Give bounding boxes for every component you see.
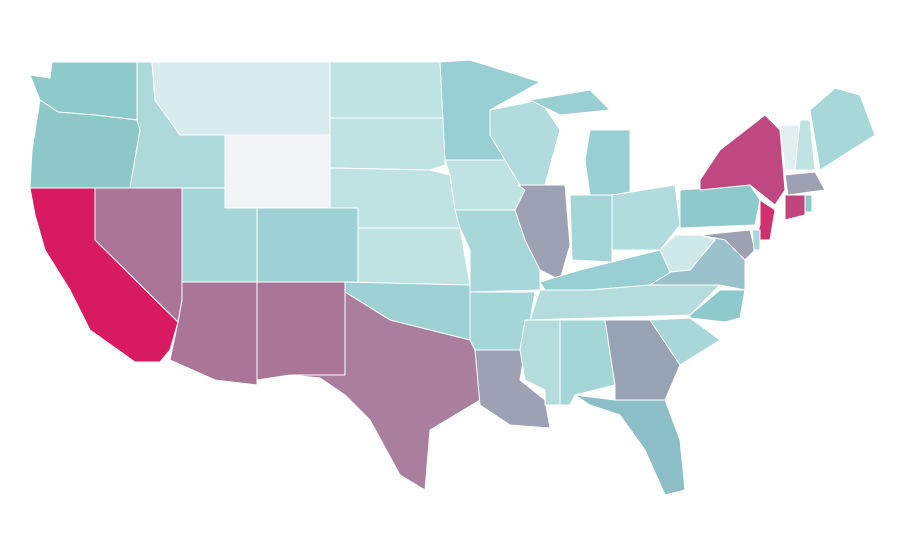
state-region [256, 207, 359, 283]
state-region [529, 89, 611, 116]
state-region [809, 87, 876, 171]
state-region [256, 281, 346, 381]
state-region [784, 194, 806, 221]
state-region [574, 394, 686, 496]
state-region [659, 234, 716, 273]
state-region [169, 281, 258, 386]
state-region [584, 129, 631, 196]
state-region [679, 184, 761, 229]
state-region [751, 229, 761, 251]
state-region [699, 229, 756, 261]
state-region [357, 227, 471, 286]
state-region [329, 117, 446, 171]
state-region [784, 171, 826, 196]
state-region [611, 184, 681, 251]
state-region [329, 61, 446, 119]
state-region [224, 134, 331, 209]
state-region [151, 61, 331, 136]
state-region [804, 194, 813, 213]
state-region [699, 114, 786, 206]
state-region [514, 184, 571, 281]
state-region [569, 194, 613, 263]
state-region [689, 289, 746, 323]
state-region [794, 119, 816, 171]
state-region [649, 317, 721, 366]
